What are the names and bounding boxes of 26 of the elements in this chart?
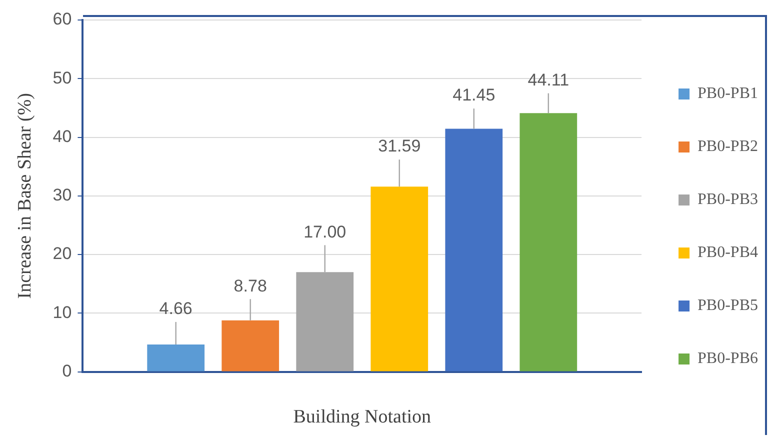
data-label: 4.66 (159, 299, 192, 318)
data-label: 44.11 (528, 70, 570, 90)
y-tick-label: 50 (52, 68, 72, 88)
y-tick-label: 0 (62, 361, 72, 380)
y-tick-label: 30 (52, 186, 72, 205)
y-tick-label: 60 (52, 10, 72, 29)
legend-label: PB0-PB5 (698, 297, 758, 314)
legend-label: PB0-PB3 (698, 191, 758, 208)
bar (370, 186, 428, 372)
x-axis-title: Building Notation (293, 406, 432, 428)
data-label: 41.45 (452, 86, 496, 105)
bar (222, 320, 280, 372)
legend-label: PB0-PB4 (698, 244, 758, 262)
legend-label: PB0-PB2 (698, 138, 758, 156)
bar (445, 128, 503, 372)
data-label: 17.00 (304, 222, 346, 242)
y-axis-title: Increase in Base Shear (%) (14, 93, 36, 299)
bar (147, 344, 205, 372)
y-tick-label: 40 (52, 126, 72, 146)
y-tick-label: 20 (52, 244, 72, 264)
data-label: 8.78 (234, 276, 267, 296)
data-label: 31.59 (378, 136, 421, 156)
legend-label: PB0-PB6 (698, 350, 758, 368)
legend-label: PB0-PB1 (698, 85, 758, 102)
y-tick-label: 10 (52, 302, 72, 322)
bar (520, 113, 578, 372)
